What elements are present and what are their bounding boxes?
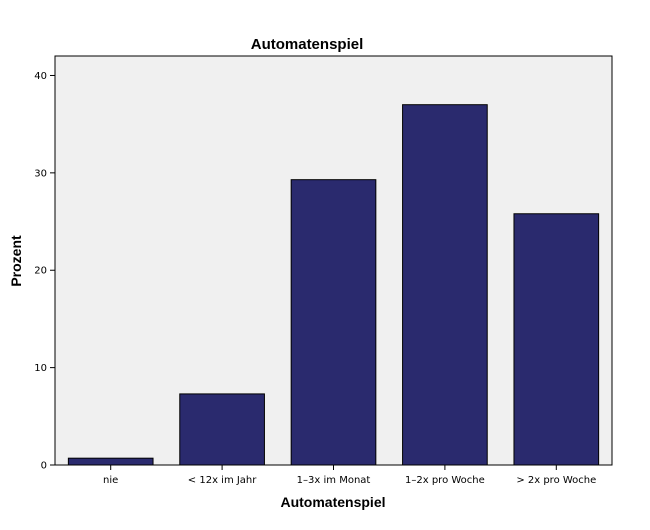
x-axis-label: Automatenspiel [280, 494, 385, 510]
bar [179, 393, 265, 466]
bar [402, 104, 488, 466]
y-axis: 0 10 20 30 40 [34, 71, 55, 472]
chart-title: Automatenspiel [251, 36, 364, 53]
x-tick-label: < 12x im Jahr [188, 475, 257, 486]
x-tick-label: nie [103, 475, 118, 486]
y-axis-label: Prozent [8, 235, 24, 287]
y-tick-label: 40 [34, 71, 47, 82]
bars [67, 104, 600, 466]
y-tick-label: 30 [34, 168, 47, 179]
x-tick-label: > 2x pro Woche [516, 475, 596, 486]
x-tick-label: 1–2x pro Woche [405, 475, 485, 486]
bar [290, 179, 377, 466]
y-tick-label: 20 [34, 266, 47, 277]
bar [67, 457, 154, 466]
x-tick-label: 1–3x im Monat [297, 475, 371, 486]
bar [513, 213, 600, 466]
y-tick-label: 0 [41, 461, 47, 472]
y-tick-label: 10 [34, 363, 47, 374]
x-axis: nie < 12x im Jahr 1–3x im Monat 1–2x pro Wo… [103, 465, 596, 486]
